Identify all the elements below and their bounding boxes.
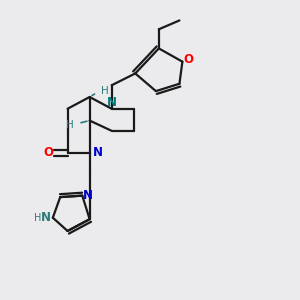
Text: O: O xyxy=(44,146,53,159)
Text: O: O xyxy=(184,53,194,66)
Text: H: H xyxy=(101,86,109,96)
Text: H: H xyxy=(66,120,74,130)
Text: N: N xyxy=(40,211,50,224)
Text: N: N xyxy=(107,96,117,110)
Text: H: H xyxy=(34,213,41,223)
Text: N: N xyxy=(83,189,93,202)
Text: N: N xyxy=(93,146,103,159)
